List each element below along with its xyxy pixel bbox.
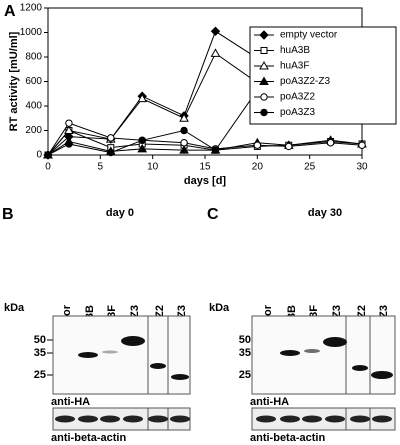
marker (180, 126, 188, 135)
marker (259, 30, 269, 40)
actin-band (256, 415, 276, 423)
marker (179, 113, 189, 122)
x-tick-label: 20 (252, 162, 264, 173)
marker (138, 136, 146, 145)
kda-marker: 50 (239, 334, 251, 346)
marker (260, 93, 268, 101)
actin-band (55, 415, 75, 423)
band (304, 349, 320, 353)
legend-label: poA3Z3 (280, 107, 315, 118)
actin-band (325, 415, 345, 423)
marker (137, 93, 148, 103)
band (323, 337, 347, 347)
marker (326, 139, 335, 147)
actin-band (280, 415, 300, 423)
marker (260, 47, 268, 54)
marker (179, 145, 189, 154)
marker (211, 146, 220, 154)
marker (64, 125, 74, 134)
y-tick-label: 400 (25, 101, 42, 112)
marker (259, 76, 269, 85)
actin-label: anti-beta-actin (51, 432, 126, 444)
actin-band (123, 415, 143, 423)
kda-marker: 25 (239, 369, 251, 381)
y-tick-label: 600 (25, 76, 42, 87)
actin-band (148, 415, 168, 423)
actin-label: anti-beta-actin (250, 432, 325, 444)
actin-band (372, 415, 392, 423)
actin-band (350, 415, 370, 423)
legend-label: poA3Z2-Z3 (280, 76, 330, 87)
y-tick-label: 1200 (20, 3, 43, 14)
marker (259, 60, 269, 70)
marker (358, 141, 366, 149)
marker (65, 119, 73, 127)
legend-label: huA3B (280, 45, 310, 56)
kda-marker: 50 (34, 334, 46, 346)
kda-marker: 35 (239, 347, 251, 359)
panel-label: C (207, 206, 219, 223)
actin-blot (251, 407, 396, 431)
actin-band (170, 415, 190, 423)
marker (107, 134, 115, 142)
actin-band (78, 415, 98, 423)
x-axis-label: days [d] (184, 175, 227, 187)
blot-title: day 30 (308, 207, 342, 219)
panel-label: A (4, 3, 16, 20)
y-axis-label: RT activity [mU/ml] (8, 31, 20, 131)
kda-label: kDa (209, 302, 230, 314)
marker (210, 26, 221, 36)
legend-label: huA3F (280, 61, 309, 72)
marker (180, 139, 188, 147)
x-tick-label: 0 (45, 162, 51, 173)
legend-label: empty vector (280, 30, 338, 41)
band (352, 365, 368, 371)
marker (210, 48, 221, 57)
x-tick-label: 30 (356, 162, 368, 173)
x-tick-label: 15 (199, 162, 211, 173)
y-tick-label: 200 (25, 125, 42, 136)
ha-blot (251, 315, 396, 395)
series-line (47, 139, 363, 156)
x-tick-label: 10 (147, 162, 159, 173)
ha-label: anti-HA (51, 396, 90, 408)
panel-label: B (2, 206, 14, 223)
marker (137, 143, 148, 153)
marker (285, 142, 293, 151)
legend-label: poA3Z2 (280, 92, 315, 103)
band (121, 336, 145, 346)
marker (44, 151, 52, 159)
actin-band (100, 415, 120, 423)
y-tick-label: 800 (25, 52, 42, 63)
kda-marker: 25 (34, 369, 46, 381)
band (78, 352, 98, 358)
series-line (47, 122, 363, 156)
marker (253, 141, 262, 149)
y-tick-label: 0 (36, 150, 42, 161)
series-line (47, 129, 363, 156)
band (102, 350, 118, 354)
kda-label: kDa (4, 302, 25, 314)
band (371, 371, 393, 379)
marker (260, 108, 268, 117)
marker (107, 148, 115, 157)
kda-marker: 35 (34, 347, 46, 359)
x-tick-label: 5 (98, 162, 104, 173)
ha-blot (52, 315, 191, 395)
blot-title: day 0 (106, 207, 134, 219)
marker (65, 140, 73, 148)
legend-box (249, 26, 397, 125)
actin-band (302, 415, 322, 423)
band (150, 363, 166, 369)
band (171, 374, 189, 380)
x-tick-label: 25 (304, 162, 316, 173)
y-tick-label: 1000 (20, 27, 43, 38)
band (280, 350, 300, 356)
ha-label: anti-HA (250, 396, 289, 408)
